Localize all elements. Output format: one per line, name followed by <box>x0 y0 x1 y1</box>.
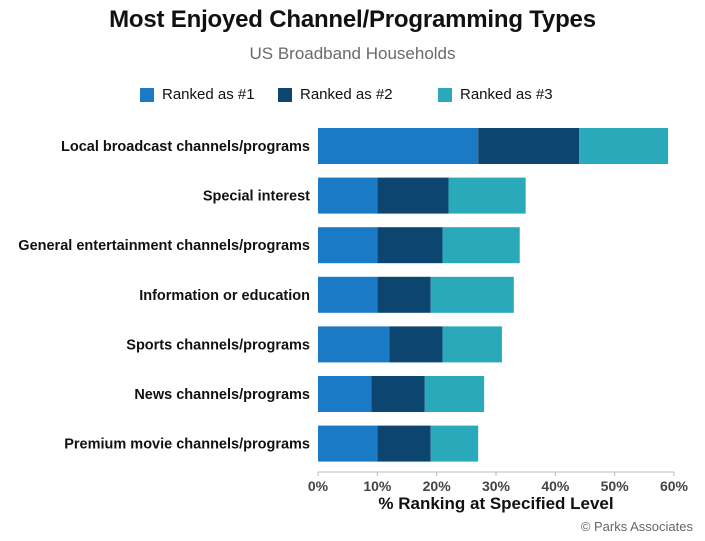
bar-segment-ranked-2 <box>377 425 431 462</box>
bar-segment-ranked-1 <box>318 425 378 462</box>
legend-item-ranked-1: Ranked as #1 <box>140 86 255 103</box>
x-tick-label: 20% <box>423 478 452 494</box>
bar-segment-ranked-3 <box>430 425 479 462</box>
legend-swatch-ranked-2 <box>278 87 292 102</box>
x-tick-label: 60% <box>660 478 689 494</box>
bar-segment-ranked-1 <box>318 177 378 214</box>
legend: Ranked as #1 Ranked as #2 Ranked as #3 <box>140 86 640 108</box>
x-axis-title: % Ranking at Specified Level <box>378 494 614 513</box>
legend-swatch-ranked-3 <box>438 87 452 102</box>
bar-segment-ranked-1 <box>318 227 378 264</box>
chart-title: Most Enjoyed Channel/Programming Types <box>109 6 596 33</box>
bar-segment-ranked-3 <box>430 276 514 313</box>
bar-segment-ranked-1 <box>318 326 390 363</box>
x-tick-label: 40% <box>541 478 570 494</box>
legend-label-ranked-2: Ranked as #2 <box>300 86 393 103</box>
legend-item-ranked-2: Ranked as #2 <box>278 86 393 103</box>
bar-segment-ranked-1 <box>318 376 372 412</box>
x-tick-label: 0% <box>308 478 329 494</box>
x-tick-label: 10% <box>363 478 392 494</box>
bar-segment-ranked-2 <box>377 276 431 313</box>
source-credit: © Parks Associates <box>580 519 693 534</box>
bar-segment-ranked-1 <box>318 276 378 313</box>
bar-segment-ranked-2 <box>389 326 443 363</box>
x-tick-label: 50% <box>601 478 630 494</box>
legend-swatch-ranked-1 <box>140 87 154 102</box>
bar-segment-ranked-3 <box>448 177 526 214</box>
bar-segment-ranked-2 <box>377 177 449 214</box>
legend-label-ranked-3: Ranked as #3 <box>460 86 553 103</box>
category-label: Premium movie channels/programs <box>64 437 310 453</box>
x-tick-label: 30% <box>482 478 511 494</box>
bar-segment-ranked-3 <box>579 128 669 164</box>
bar-segment-ranked-3 <box>442 326 502 363</box>
legend-item-ranked-3: Ranked as #3 <box>438 86 553 103</box>
category-label: Special interest <box>203 189 310 205</box>
category-label: Local broadcast channels/programs <box>61 139 310 155</box>
bar-segment-ranked-3 <box>442 227 520 264</box>
category-label: Sports channels/programs <box>126 337 310 353</box>
bar-segment-ranked-2 <box>371 376 425 412</box>
chart-subtitle: US Broadband Households <box>249 44 456 63</box>
bar-segment-ranked-1 <box>318 128 479 164</box>
category-label: General entertainment channels/programs <box>18 238 310 254</box>
category-label: News channels/programs <box>134 387 310 403</box>
bar-segment-ranked-2 <box>478 128 580 164</box>
legend-label-ranked-1: Ranked as #1 <box>162 86 255 103</box>
category-label: Information or education <box>139 288 310 304</box>
bar-segment-ranked-3 <box>424 376 485 412</box>
bar-segment-ranked-2 <box>377 227 443 264</box>
